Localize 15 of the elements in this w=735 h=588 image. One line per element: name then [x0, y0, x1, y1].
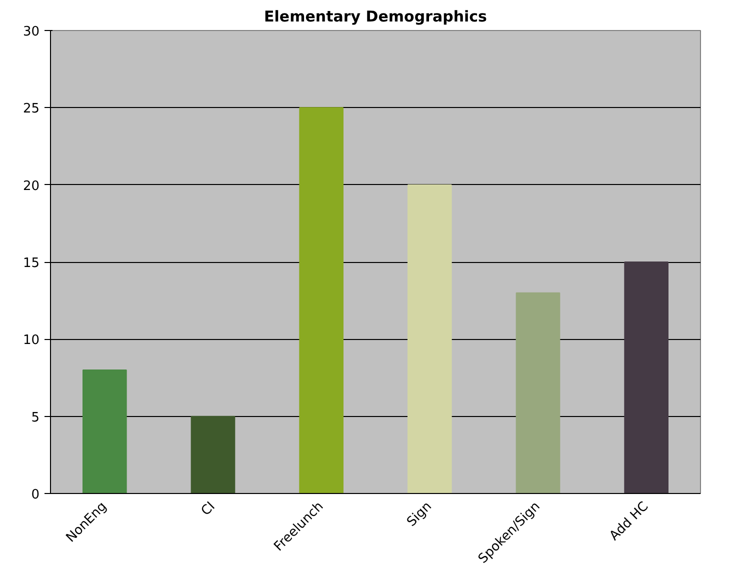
- x-tick-label: CI: [198, 499, 218, 519]
- y-tick-label: 0: [31, 488, 40, 502]
- bar: [299, 107, 344, 494]
- y-tick-label: 30: [22, 24, 40, 40]
- y-tick-label: 25: [22, 102, 40, 117]
- y-tick-label: 15: [22, 256, 40, 271]
- bar: [408, 184, 452, 494]
- y-tick-label: 10: [22, 333, 40, 348]
- bar: [624, 262, 668, 494]
- y-tick-label: 5: [31, 410, 40, 426]
- y-tick-label: 20: [22, 178, 40, 194]
- bar: [516, 292, 560, 494]
- chart-title: Elementary Demographics: [264, 8, 488, 26]
- bar: [190, 416, 236, 494]
- bar: [82, 370, 127, 494]
